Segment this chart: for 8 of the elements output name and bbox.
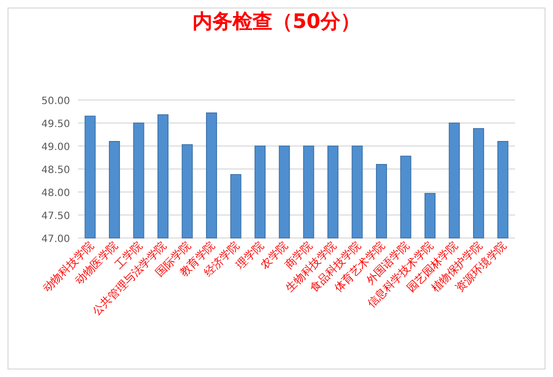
y-tick-label: 48.00 (41, 188, 70, 199)
chart-title: 内务检查（50分） (192, 9, 360, 33)
y-tick-label: 47.50 (41, 211, 70, 222)
y-tick-label: 49.00 (41, 142, 70, 153)
y-tick-label: 48.50 (41, 165, 70, 176)
y-tick-label: 47.00 (41, 234, 70, 245)
y-tick-label: 49.50 (41, 119, 70, 130)
y-tick-label: 50.00 (41, 96, 70, 107)
